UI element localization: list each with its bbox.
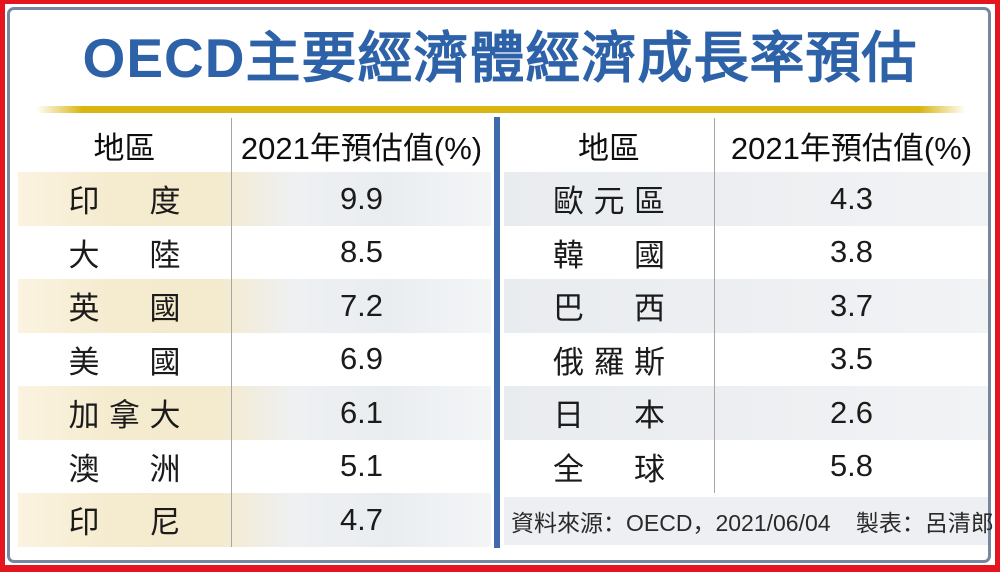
- table-row: 巴西 3.7: [504, 279, 988, 333]
- value-cell: 2.6: [829, 394, 874, 430]
- value-cell: 9.9: [339, 180, 384, 216]
- table-row: 俄羅斯 3.5: [504, 332, 988, 386]
- value-cell: 5.8: [829, 448, 874, 484]
- table-header-row: 地區 2021年預估值(%): [18, 118, 491, 172]
- table-row: 英國 7.2: [18, 279, 491, 333]
- page-title: OECD主要經濟體經濟成長率預估: [82, 27, 918, 89]
- value-cell: 3.7: [829, 287, 874, 323]
- author-text: 製表：呂清郎: [855, 510, 994, 536]
- region-name: 俄羅斯: [553, 344, 665, 380]
- region-cell: 日本: [504, 386, 715, 440]
- region-cell: 美國: [18, 332, 232, 386]
- region-cell: 韓國: [504, 225, 715, 279]
- table-row: 韓國 3.8: [504, 225, 988, 279]
- region-cell: 巴西: [504, 279, 715, 333]
- value-cell: 8.5: [339, 234, 384, 270]
- region-header-cell: 地區: [504, 118, 715, 172]
- value-cell: 6.9: [339, 341, 384, 377]
- region-name: 巴西: [553, 291, 665, 327]
- region-name: 韓國: [553, 237, 665, 273]
- region-cell: 英國: [18, 279, 232, 333]
- region-cell: 俄羅斯: [504, 332, 715, 386]
- value-cell: 6.1: [339, 394, 384, 430]
- region-header-cell: 地區: [18, 118, 232, 172]
- region-cell: 全球: [504, 439, 715, 493]
- region-name: 全球: [553, 451, 665, 487]
- region-name: 大陸: [68, 237, 181, 273]
- value-cell: 4.3: [829, 180, 874, 216]
- region-cell: 歐元區: [504, 172, 715, 226]
- table-row: 大陸 8.5: [18, 225, 491, 279]
- region-cell: 澳洲: [18, 439, 232, 493]
- table-row: 印尼 4.7: [18, 493, 491, 547]
- region-name: 日本: [553, 398, 665, 434]
- region-cell: 印度: [18, 172, 232, 226]
- table-row: 美國 6.9: [18, 332, 491, 386]
- table-row: 全球 5.8: [504, 439, 988, 493]
- region-cell: 大陸: [18, 225, 232, 279]
- center-vertical-divider: [494, 117, 500, 548]
- region-name: 印度: [68, 184, 181, 220]
- value-cell: 3.8: [829, 234, 874, 270]
- region-name: 澳洲: [68, 451, 181, 487]
- growth-table-right: 地區 2021年預估值(%) 歐元區 4.3 韓國 3.8 巴西 3.7 俄羅斯 3.5 日本 2…: [504, 118, 988, 493]
- table-row: 印度 9.9: [18, 172, 491, 226]
- value-header-cell: 2021年預估值(%): [240, 130, 483, 166]
- table-header-row: 地區 2021年預估值(%): [504, 118, 988, 172]
- region-cell: 印尼: [18, 493, 232, 547]
- table-row: 加拿大 6.1: [18, 386, 491, 440]
- value-cell: 5.1: [339, 448, 384, 484]
- value-cell: 4.7: [339, 501, 384, 537]
- value-header-cell: 2021年預估值(%): [730, 130, 973, 166]
- region-name: 加拿大: [68, 398, 181, 434]
- value-cell: 7.2: [339, 287, 384, 323]
- gold-divider-rule: [36, 106, 966, 113]
- region-name: 印尼: [68, 505, 181, 541]
- value-cell: 3.5: [829, 341, 874, 377]
- region-name: 英國: [68, 291, 181, 327]
- table-row: 澳洲 5.1: [18, 439, 491, 493]
- source-footer: 資料來源：OECD，2021/06/04 製表：呂清郎: [504, 497, 994, 545]
- growth-table-left: 地區 2021年預估值(%) 印度 9.9 大陸 8.5 英國 7.2 美國 6.9 加拿大 6.…: [18, 118, 491, 547]
- table-row: 日本 2.6: [504, 386, 988, 440]
- region-cell: 加拿大: [18, 386, 232, 440]
- region-name: 美國: [68, 344, 181, 380]
- table-row: 歐元區 4.3: [504, 172, 988, 226]
- source-text: 資料來源：OECD，2021/06/04: [511, 510, 831, 536]
- region-name: 歐元區: [553, 184, 665, 220]
